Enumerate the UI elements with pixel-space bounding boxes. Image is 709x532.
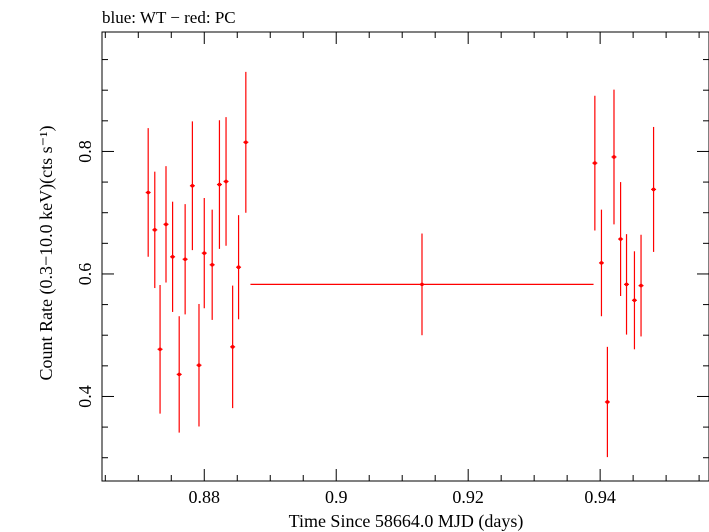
point-marker — [420, 282, 424, 287]
y-tick-label: 0.4 — [75, 385, 95, 408]
data-point — [624, 234, 630, 335]
y-tick-label: 0.6 — [75, 263, 95, 286]
point-marker — [183, 257, 187, 262]
y-axis-label: Count Rate (0.3−10.0 keV)(cts s⁻¹) — [36, 125, 57, 380]
x-tick-label: 0.9 — [325, 487, 348, 507]
series-layer — [145, 71, 657, 458]
point-marker — [158, 347, 162, 352]
data-point — [176, 316, 182, 433]
data-point — [223, 117, 229, 246]
point-marker — [177, 372, 181, 377]
point-marker — [170, 255, 175, 259]
data-point — [170, 201, 176, 312]
data-point — [618, 182, 624, 297]
data-point — [631, 251, 637, 350]
chart-title: blue: WT − red: PC — [102, 8, 236, 27]
data-point — [163, 166, 169, 283]
data-point — [145, 128, 151, 257]
point-marker — [236, 265, 241, 270]
data-point — [598, 209, 604, 317]
point-marker — [190, 183, 195, 188]
point-marker — [618, 237, 623, 241]
point-marker — [202, 251, 207, 255]
data-point — [250, 233, 594, 336]
x-tick-label: 0.88 — [189, 487, 221, 507]
point-marker — [217, 182, 222, 187]
data-point — [201, 198, 207, 309]
point-marker — [224, 179, 228, 184]
data-point — [611, 89, 617, 225]
point-marker — [146, 190, 150, 195]
point-marker — [152, 228, 157, 232]
x-tick-label: 0.94 — [584, 487, 616, 507]
point-marker — [210, 262, 214, 267]
point-marker — [624, 282, 629, 287]
y-tick-label: 0.8 — [75, 140, 95, 163]
data-point — [638, 234, 644, 337]
x-axis-label: Time Since 58664.0 MJD (days) — [289, 511, 524, 532]
point-marker — [164, 222, 168, 227]
point-marker — [612, 155, 616, 159]
data-point — [216, 120, 222, 249]
point-marker — [230, 345, 235, 349]
point-marker — [639, 283, 643, 288]
point-marker — [605, 400, 610, 404]
data-point — [189, 121, 195, 251]
data-point — [243, 71, 249, 213]
plot-frame — [101, 31, 709, 482]
data-point — [209, 209, 215, 320]
point-marker — [599, 261, 604, 265]
point-marker — [632, 298, 637, 303]
data-point — [182, 204, 188, 315]
series-pc — [145, 71, 657, 458]
point-marker — [593, 161, 597, 165]
point-marker — [197, 363, 201, 368]
data-point — [196, 303, 202, 427]
data-point — [604, 346, 610, 458]
data-point — [152, 171, 158, 289]
data-point — [592, 95, 598, 231]
data-point — [157, 284, 163, 414]
point-marker — [244, 140, 248, 145]
point-marker — [651, 187, 656, 192]
x-tick-label: 0.92 — [452, 487, 484, 507]
axes: 0.88 0.9 0.92 0.94 0.4 0.6 0.8 — [75, 31, 709, 507]
data-point — [236, 215, 242, 320]
data-point — [230, 285, 236, 409]
data-point — [651, 126, 657, 252]
